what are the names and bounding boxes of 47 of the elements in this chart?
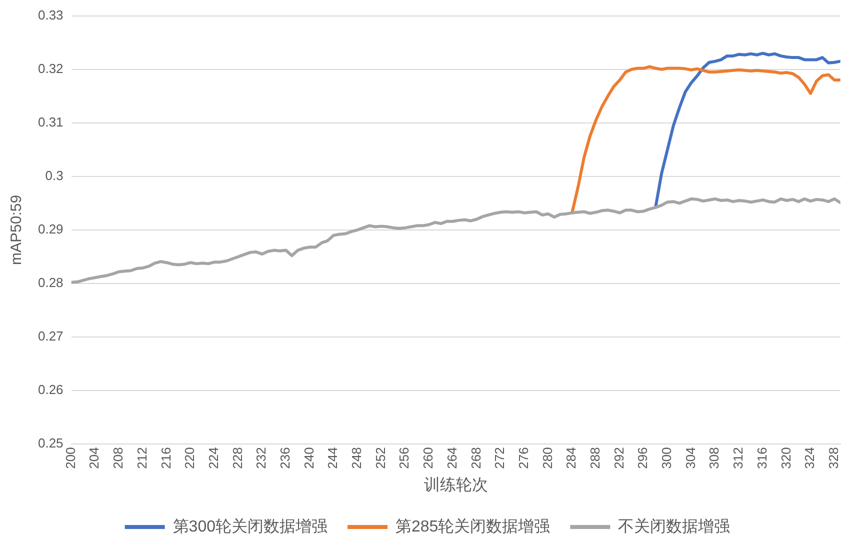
x-tick-label: 280 bbox=[540, 447, 555, 469]
y-tick-label: 0.28 bbox=[38, 275, 64, 290]
x-tick-label: 300 bbox=[659, 447, 674, 469]
x-tick-label: 228 bbox=[230, 447, 245, 469]
y-tick-label: 0.26 bbox=[38, 382, 64, 398]
x-tick-label: 316 bbox=[754, 447, 770, 469]
x-tick-label: 248 bbox=[349, 447, 364, 469]
x-tick-label: 208 bbox=[110, 447, 126, 469]
x-tick-label: 272 bbox=[492, 447, 508, 469]
x-tick-label: 264 bbox=[444, 447, 460, 469]
legend-label: 第285轮关闭数据增强 bbox=[396, 517, 550, 536]
legend-label: 不关闭数据增强 bbox=[618, 517, 730, 536]
x-tick-label: 204 bbox=[86, 447, 102, 469]
x-tick-label: 236 bbox=[277, 447, 292, 469]
legend-label: 第300轮关闭数据增强 bbox=[172, 517, 328, 536]
x-tick-label: 268 bbox=[468, 447, 484, 469]
x-tick-label: 244 bbox=[325, 447, 340, 469]
x-tick-label: 212 bbox=[134, 447, 150, 469]
x-tick-label: 232 bbox=[254, 447, 269, 469]
x-tick-label: 308 bbox=[706, 447, 722, 469]
y-tick-label: 0.25 bbox=[38, 436, 64, 451]
x-tick-label: 296 bbox=[635, 447, 650, 469]
y-tick-label: 0.33 bbox=[38, 7, 64, 22]
x-tick-label: 216 bbox=[158, 447, 174, 469]
x-tick-label: 200 bbox=[62, 447, 78, 469]
y-tick-label: 0.31 bbox=[38, 114, 64, 130]
x-axis-title: 训练轮次 bbox=[424, 476, 488, 494]
x-tick-label: 284 bbox=[564, 447, 579, 469]
y-tick-label: 0.29 bbox=[38, 222, 64, 237]
x-tick-label: 252 bbox=[372, 447, 388, 469]
y-tick-label: 0.3 bbox=[45, 168, 64, 183]
x-tick-label: 288 bbox=[588, 447, 602, 469]
x-tick-label: 320 bbox=[778, 447, 794, 469]
y-axis-title: mAP50:59 bbox=[8, 194, 26, 265]
x-tick-label: 292 bbox=[611, 447, 626, 469]
y-tick-label: 0.32 bbox=[38, 60, 64, 76]
y-tick-label: 0.27 bbox=[38, 328, 64, 344]
x-tick-label: 224 bbox=[206, 447, 221, 469]
x-tick-label: 312 bbox=[730, 447, 746, 469]
x-tick-label: 276 bbox=[516, 447, 531, 469]
x-tick-label: 220 bbox=[182, 447, 198, 469]
x-tick-label: 240 bbox=[301, 447, 316, 469]
x-tick-label: 328 bbox=[826, 447, 841, 469]
x-tick-label: 324 bbox=[802, 447, 818, 469]
x-tick-label: 256 bbox=[396, 447, 412, 469]
x-tick-label: 260 bbox=[420, 447, 436, 469]
x-tick-label: 304 bbox=[682, 447, 698, 469]
